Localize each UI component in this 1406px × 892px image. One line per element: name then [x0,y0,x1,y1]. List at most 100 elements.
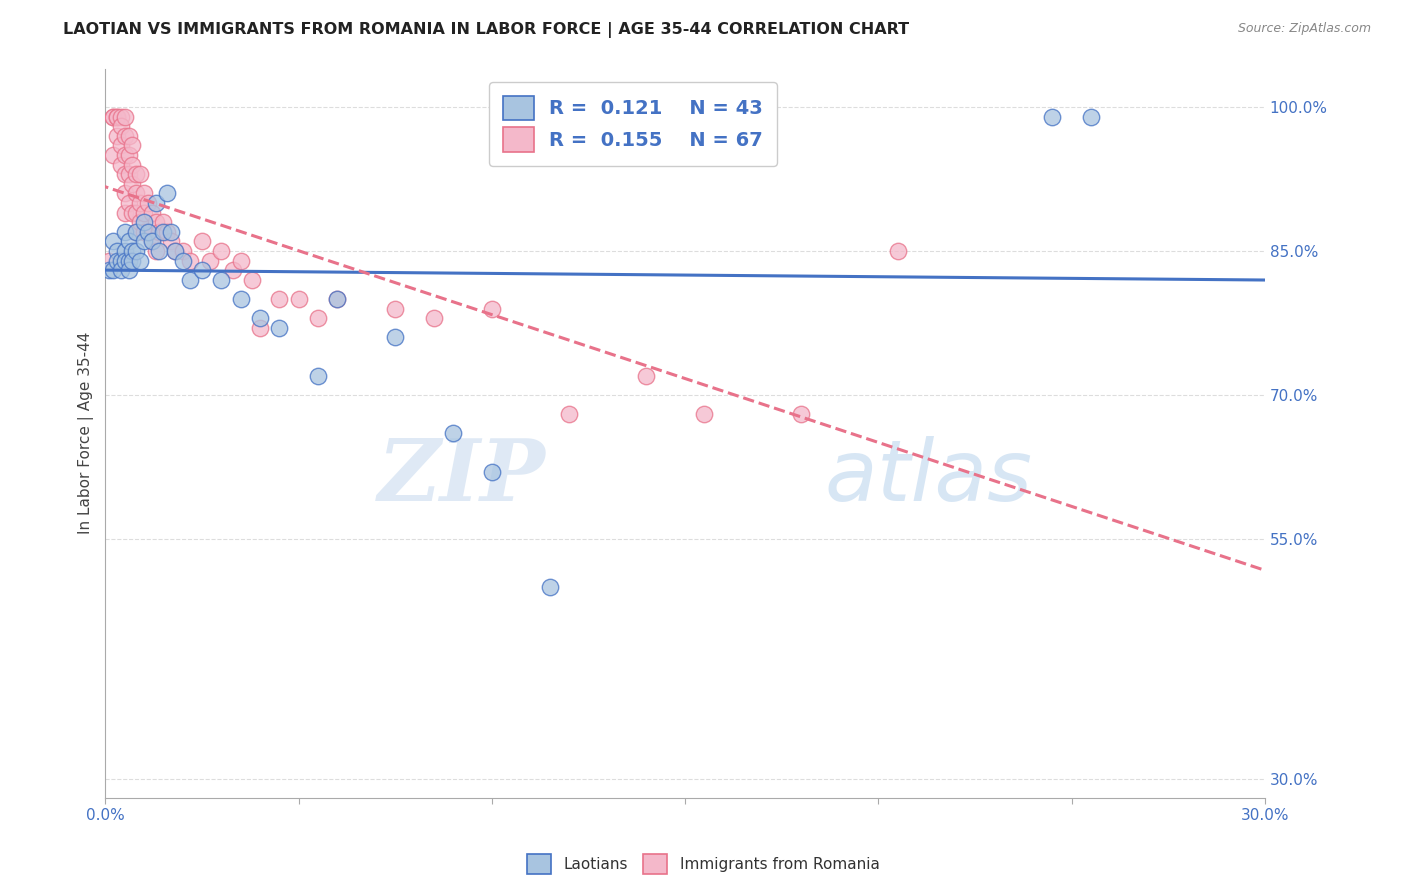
Point [101,110,124,124]
Point [558,407,581,421]
Point [229,292,252,306]
Point [1040,110,1063,124]
Point [209,273,232,287]
Point [636,368,658,383]
Point [240,273,263,287]
Point [110,157,132,171]
Point [117,167,139,181]
Point [229,253,252,268]
Point [105,110,128,124]
Point [114,167,136,181]
Point [145,195,167,210]
Point [249,311,271,326]
Point [156,186,179,201]
Point [117,148,139,162]
Legend: Laotians, Immigrants from Romania: Laotians, Immigrants from Romania [520,848,886,880]
Point [110,253,132,268]
Point [129,253,152,268]
Point [538,580,561,594]
Point [222,263,245,277]
Point [886,244,908,258]
Point [179,273,201,287]
Point [98,263,121,277]
Point [160,235,183,249]
Point [269,292,291,306]
Point [117,263,139,277]
Point [136,225,159,239]
Point [110,110,132,124]
Point [105,244,128,258]
Point [172,244,194,258]
Point [110,138,132,153]
Point [152,225,174,239]
Point [160,225,183,239]
Text: Source: ZipAtlas.com: Source: ZipAtlas.com [1237,22,1371,36]
Point [117,235,139,249]
Point [110,263,132,277]
Point [125,167,148,181]
Point [114,244,136,258]
Point [125,244,148,258]
Point [384,301,406,316]
Point [101,110,124,124]
Point [129,215,152,229]
Point [423,311,446,326]
Point [136,195,159,210]
Point [114,253,136,268]
Point [121,157,143,171]
Point [117,128,139,143]
Point [145,215,167,229]
Point [269,320,291,334]
Point [481,465,503,479]
Point [141,205,163,219]
Y-axis label: In Labor Force | Age 35-44: In Labor Force | Age 35-44 [79,332,94,534]
Point [307,368,329,383]
Point [101,263,124,277]
Point [209,244,232,258]
Point [114,186,136,201]
Point [110,119,132,133]
Point [101,235,124,249]
Point [163,244,186,258]
Point [141,235,163,249]
Point [129,167,152,181]
Point [132,205,155,219]
Text: LAOTIAN VS IMMIGRANTS FROM ROMANIA IN LABOR FORCE | AGE 35-44 CORRELATION CHART: LAOTIAN VS IMMIGRANTS FROM ROMANIA IN LA… [63,22,910,38]
Point [307,311,329,326]
Point [132,225,155,239]
Point [121,177,143,191]
Point [198,253,221,268]
Point [287,292,309,306]
Point [326,292,349,306]
Point [117,253,139,268]
Point [121,253,143,268]
Point [1080,110,1102,124]
Point [114,110,136,124]
Point [114,205,136,219]
Point [326,292,349,306]
Point [121,244,143,258]
Point [693,407,716,421]
Point [114,148,136,162]
Point [148,244,170,258]
Legend: R =  0.121    N = 43, R =  0.155    N = 67: R = 0.121 N = 43, R = 0.155 N = 67 [489,82,776,166]
Point [136,225,159,239]
Point [98,253,121,268]
Point [117,195,139,210]
Point [114,225,136,239]
Point [156,225,179,239]
Point [101,148,124,162]
Point [441,426,464,441]
Point [163,244,186,258]
Point [132,215,155,229]
Point [790,407,813,421]
Point [125,205,148,219]
Point [384,330,406,344]
Point [125,225,148,239]
Point [145,244,167,258]
Point [105,110,128,124]
Point [172,253,194,268]
Point [191,263,214,277]
Point [121,138,143,153]
Point [121,205,143,219]
